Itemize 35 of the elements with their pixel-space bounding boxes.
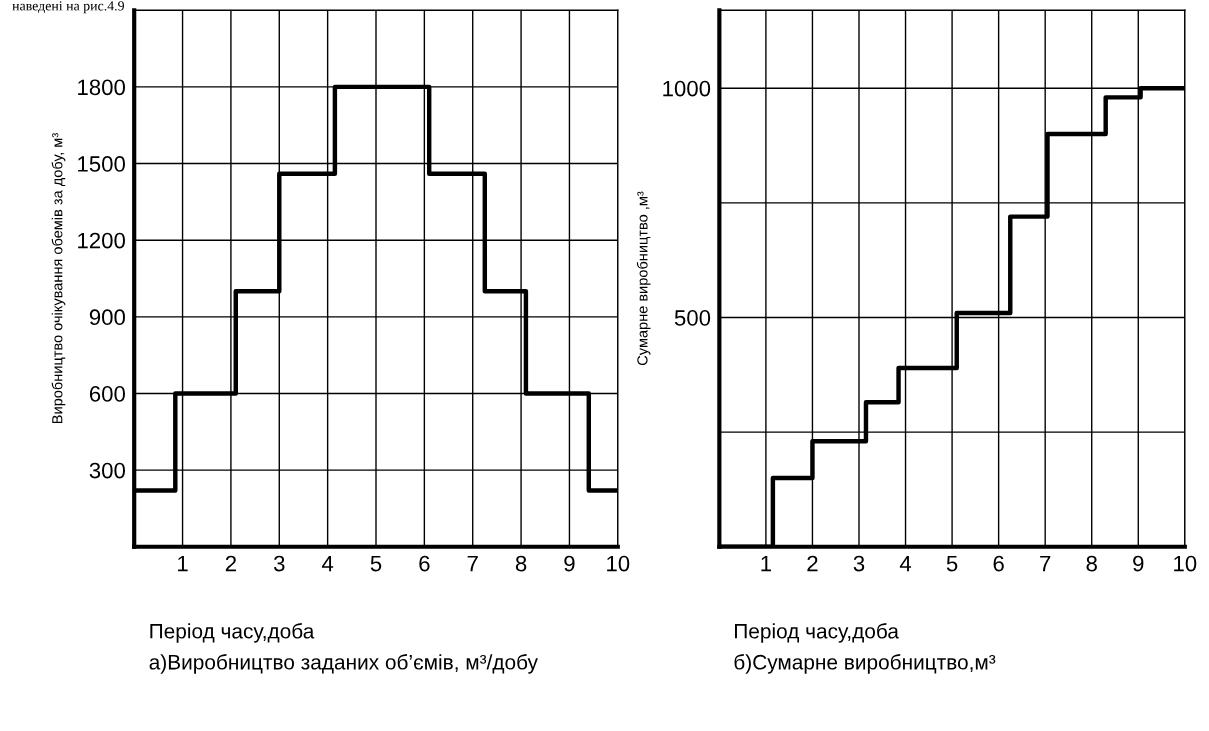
x-tick-label: 3 [853, 555, 865, 572]
x-tick-label: 3 [273, 555, 285, 572]
y-axis-title: Виробництво очікування обемів за добу, м³ [51, 133, 66, 424]
x-tick-label: 2 [225, 555, 236, 572]
x-tick-label: 5 [946, 555, 958, 572]
x-tick-label: 4 [321, 555, 334, 572]
text: наведені на рис.4.9 [12, 1, 124, 14]
x-tick-label: 8 [515, 555, 527, 572]
x-tick-label: 5 [370, 555, 382, 572]
x-tick-label: 7 [467, 555, 478, 572]
x-tick-label: 2 [807, 555, 818, 572]
x-tick-label: 8 [1086, 555, 1097, 572]
y-tick-label: 1000 [663, 80, 711, 97]
x-tick-label: 10 [607, 555, 630, 572]
y-tick-label: 900 [89, 309, 125, 326]
y-tick-label: 500 [674, 310, 711, 326]
x-tick-label: 6 [419, 555, 430, 572]
x-tick-label: 9 [1133, 555, 1144, 572]
x-tick-label: 6 [993, 555, 1004, 572]
x-tick-label: 7 [1040, 555, 1051, 572]
x-tick-label: 1 [761, 555, 771, 572]
x-axis-title: Період часу,доба [735, 623, 899, 643]
y-tick-label: 1500 [78, 156, 125, 172]
x-tick-label: 1 [178, 555, 188, 572]
text: б)Сумарне виробництво,м³ [734, 654, 996, 674]
x-tick-label: 9 [564, 555, 575, 572]
text: а)Виробництво заданих об’ємів, м³/добу [149, 654, 538, 674]
x-axis-title: Період часу,доба [150, 623, 315, 643]
x-tick-label: 4 [899, 555, 912, 572]
y-tick-label: 1800 [78, 79, 125, 96]
y-axis-title: Сумарне виробництво ,м³ [636, 191, 651, 366]
y-tick-label: 600 [89, 386, 125, 402]
x-tick-label: 10 [1174, 555, 1197, 572]
y-tick-label: 1200 [78, 232, 125, 249]
y-tick-label: 300 [89, 462, 125, 479]
